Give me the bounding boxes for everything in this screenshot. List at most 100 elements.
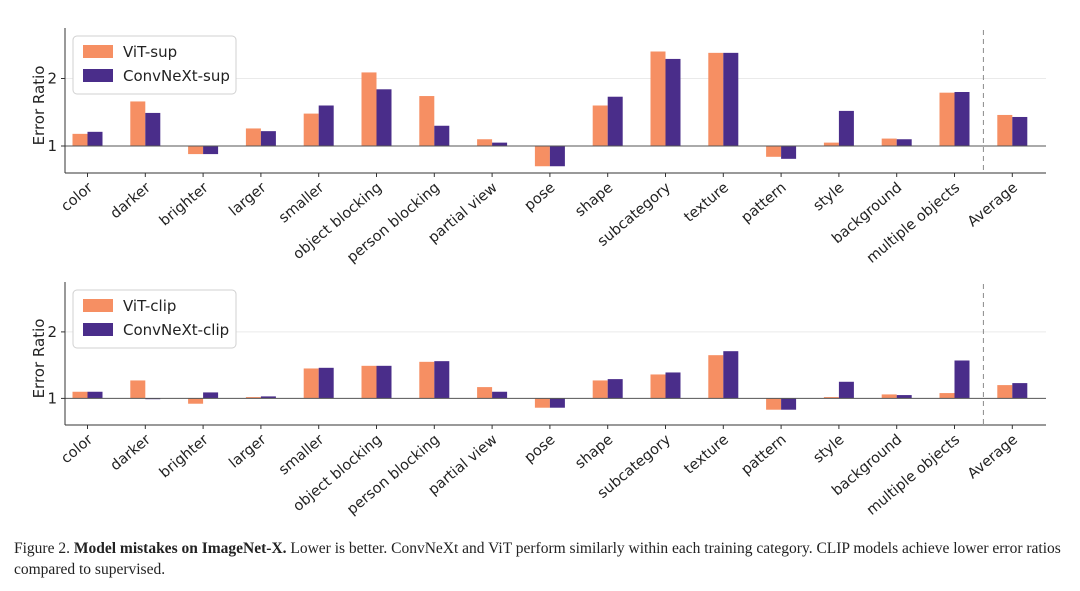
x-tick-label: pose — [522, 432, 559, 467]
bar-ViT-clip-larger — [245, 397, 261, 399]
bar-ViT-sup-larger — [245, 128, 261, 146]
bar-ConvNeXt-sup-person blocking — [434, 125, 450, 146]
caption-title: Model mistakes on ImageNet-X. — [73, 540, 287, 557]
bar-ViT-clip-multiple objects — [939, 393, 955, 399]
bar-ViT-sup-multiple objects — [939, 92, 955, 146]
bar-ConvNeXt-clip-partial view — [492, 391, 508, 399]
legend-swatch — [83, 323, 113, 336]
bar-ConvNeXt-sup-Average — [1012, 116, 1028, 146]
bar-ViT-clip-background — [881, 394, 897, 399]
x-tick-label: Average — [965, 180, 1021, 231]
bar-ConvNeXt-sup-brighter — [203, 146, 219, 155]
bar-ConvNeXt-sup-texture — [723, 52, 739, 146]
bar-ConvNeXt-clip-style — [838, 381, 854, 399]
x-tick-label: smaller — [276, 180, 327, 227]
y-tick-label: 1 — [47, 389, 57, 407]
bar-ConvNeXt-sup-smaller — [318, 105, 334, 146]
caption-prefix: Figure 2. — [14, 540, 74, 557]
x-tick-label: darker — [108, 180, 154, 222]
x-tick-label: color — [58, 180, 96, 215]
bar-ConvNeXt-sup-pose — [549, 146, 565, 167]
legend-box — [72, 289, 237, 349]
legend-label: ConvNeXt-sup — [123, 67, 230, 85]
bar-ConvNeXt-sup-background — [896, 139, 912, 146]
x-tick-label: style — [811, 432, 848, 467]
x-tick-label: smaller — [276, 432, 327, 479]
bar-ViT-clip-smaller — [303, 368, 319, 399]
bar-ConvNeXt-sup-object blocking — [376, 89, 392, 146]
legend-box — [72, 35, 237, 95]
bar-ViT-sup-smaller — [303, 113, 319, 146]
x-tick-label: texture — [681, 432, 731, 478]
bar-ViT-sup-brighter — [188, 146, 204, 155]
x-tick-label: shape — [572, 432, 616, 472]
bar-ViT-sup-background — [881, 138, 897, 146]
legend-swatch — [83, 45, 113, 58]
legend-swatch — [83, 299, 113, 312]
bar-ConvNeXt-sup-subcategory — [665, 58, 681, 146]
bar-ViT-clip-object blocking — [361, 365, 377, 399]
bar-ConvNeXt-clip-pattern — [781, 398, 797, 410]
bar-ViT-clip-shape — [592, 380, 608, 399]
bar-ViT-sup-style — [823, 142, 839, 146]
bar-ViT-clip-Average — [997, 385, 1013, 399]
bar-ViT-clip-brighter — [188, 398, 204, 404]
caption-text: Lower is better. ConvNeXt and ViT perfor… — [14, 540, 1061, 578]
legend-label: ViT-clip — [123, 297, 176, 315]
bar-ConvNeXt-clip-brighter — [203, 392, 219, 399]
bar-ViT-clip-partial view — [477, 387, 493, 399]
bar-ConvNeXt-clip-multiple objects — [954, 360, 970, 399]
x-tick-label: style — [811, 180, 848, 215]
x-tick-label: Average — [965, 432, 1021, 483]
legend-label: ViT-sup — [123, 43, 177, 61]
y-tick-label: 2 — [47, 70, 57, 88]
bar-ConvNeXt-clip-subcategory — [665, 372, 681, 399]
x-tick-label: shape — [572, 180, 616, 220]
bar-ViT-sup-color — [72, 133, 88, 146]
bar-ViT-clip-person blocking — [419, 361, 435, 399]
x-tick-label: brighter — [157, 432, 212, 482]
bar-ViT-sup-subcategory — [650, 51, 666, 146]
bar-ConvNeXt-sup-larger — [260, 131, 276, 146]
bar-ConvNeXt-clip-object blocking — [376, 365, 392, 399]
bar-ViT-clip-pattern — [766, 398, 782, 410]
bar-ViT-sup-object blocking — [361, 72, 377, 146]
x-tick-label: darker — [108, 432, 154, 474]
bar-ConvNeXt-sup-partial view — [492, 142, 508, 146]
bar-ViT-sup-Average — [997, 114, 1013, 146]
bar-ViT-clip-subcategory — [650, 374, 666, 399]
legend-swatch — [83, 69, 113, 82]
y-axis-label: Error Ratio — [30, 66, 48, 146]
bar-ConvNeXt-sup-shape — [607, 96, 623, 146]
bar-ViT-clip-texture — [708, 355, 724, 399]
bar-ViT-sup-pose — [534, 146, 550, 167]
bar-ConvNeXt-clip-person blocking — [434, 361, 450, 399]
bar-ViT-clip-style — [823, 397, 839, 399]
bar-ConvNeXt-clip-color — [87, 391, 103, 399]
bar-ViT-clip-pose — [534, 398, 550, 408]
bar-ConvNeXt-clip-shape — [607, 379, 623, 399]
bar-ConvNeXt-sup-pattern — [781, 146, 797, 159]
x-tick-label: color — [58, 432, 96, 467]
bar-ConvNeXt-sup-style — [838, 110, 854, 146]
bar-ViT-sup-texture — [708, 52, 724, 146]
x-tick-label: pose — [522, 180, 559, 215]
bar-ConvNeXt-clip-Average — [1012, 383, 1028, 399]
x-tick-label: pattern — [739, 432, 790, 479]
x-tick-label: brighter — [157, 180, 212, 230]
bar-ConvNeXt-sup-multiple objects — [954, 92, 970, 146]
bar-ConvNeXt-clip-pose — [549, 398, 565, 408]
bar-ConvNeXt-clip-larger — [260, 396, 276, 399]
bar-ViT-sup-darker — [130, 101, 146, 146]
bar-ConvNeXt-clip-background — [896, 395, 912, 399]
bar-ViT-sup-person blocking — [419, 96, 435, 146]
x-tick-label: texture — [681, 180, 731, 226]
bar-ConvNeXt-clip-texture — [723, 351, 739, 399]
bar-ViT-sup-pattern — [766, 146, 782, 157]
legend-label: ConvNeXt-clip — [123, 321, 229, 339]
y-tick-label: 2 — [47, 323, 57, 341]
y-tick-label: 1 — [47, 137, 57, 155]
